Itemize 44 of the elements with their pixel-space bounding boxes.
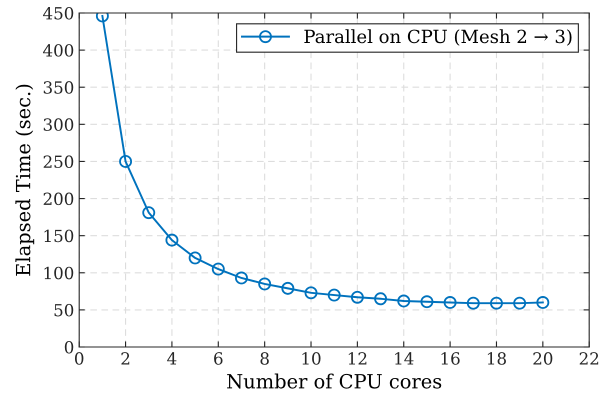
y-tick-label: 250 [44,155,74,168]
y-tick-label: 150 [44,230,74,242]
point [466,296,480,310]
point [119,154,132,168]
point [536,296,550,309]
point [513,296,526,310]
x-tick-label: 10 [302,352,321,365]
x-tick-label: 14 [395,352,414,365]
x-tick-label: 0 [74,352,84,365]
point [235,272,248,284]
x-tick-label: 18 [488,352,506,365]
point [490,296,503,310]
point [212,262,225,276]
x-tick-label: 8 [260,352,269,365]
x-tick-label: 4 [167,352,176,365]
x-tick-label: 22 [580,352,598,365]
point [397,294,410,308]
y-tick-label: 450 [43,6,74,20]
point [281,282,294,295]
point [350,290,364,304]
legend-label: Parallel on CPU (Mesh 2 → 3) [304,29,572,46]
point [374,292,388,306]
x-tick-label: 6 [214,352,223,365]
y-tick-label: 100 [44,266,74,280]
point [258,277,272,290]
x-tick-label: 16 [442,352,460,365]
x-tick-label: 12 [348,352,366,365]
point [420,295,434,308]
y-tick-label: 0 [64,340,74,354]
y-tick-label: 400 [43,44,74,57]
x-axis-title: Number of CPU cores [227,374,442,389]
point [188,251,202,264]
point [142,206,156,220]
y-tick-label: 300 [44,118,74,131]
y-axis-title: Elapsed Time (sec.) [15,84,34,276]
y-tick-label: 350 [44,81,74,94]
x-tick-label: 20 [533,352,552,365]
point [304,286,318,300]
point [165,234,178,247]
y-tick-label: 50 [54,304,74,316]
point [328,288,341,302]
x-tick-label: 2 [121,352,130,365]
point [444,296,457,309]
y-tick-label: 200 [44,192,74,206]
